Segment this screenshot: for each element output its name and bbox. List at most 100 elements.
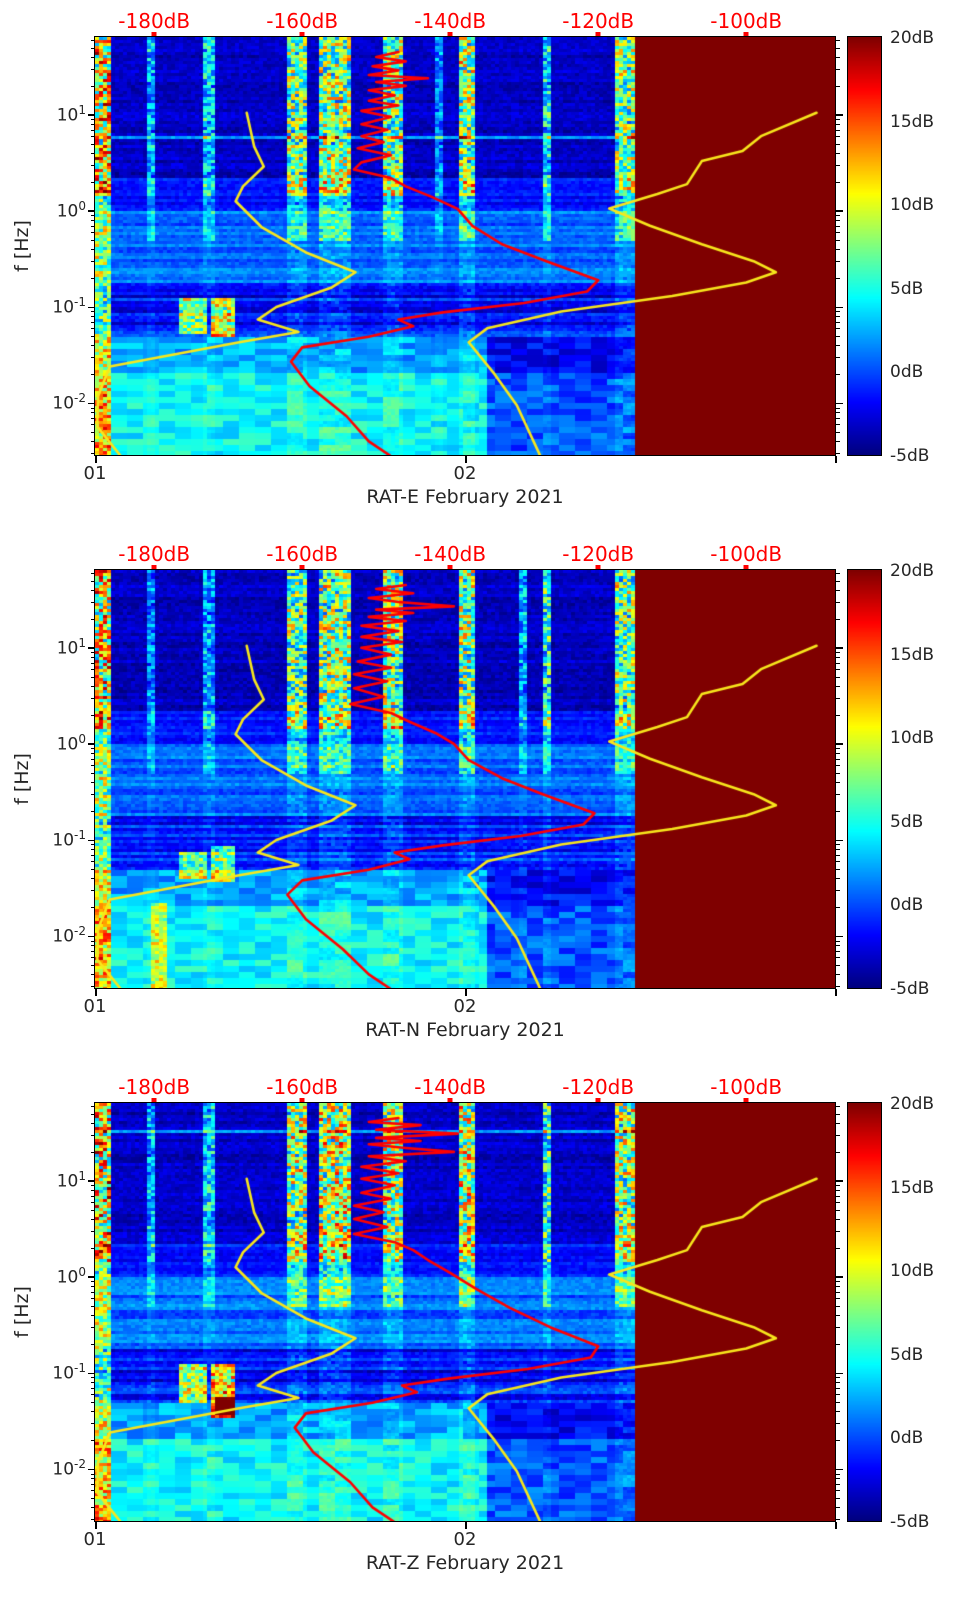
x-tick-label: 02 — [453, 463, 477, 484]
x-tick-label: 01 — [83, 1529, 107, 1550]
y-minor-tick-mark — [836, 165, 840, 167]
y-minor-tick-mark — [836, 1185, 840, 1187]
y-minor-tick-mark — [836, 1291, 840, 1293]
x-tick-mark — [835, 456, 837, 463]
y-minor-tick-mark — [836, 136, 840, 138]
y-minor-tick-mark — [836, 878, 840, 880]
top-axis-tick-label: -100dB — [710, 1075, 783, 1099]
y-minor-tick-mark — [836, 957, 840, 959]
y-minor-tick-mark — [836, 225, 840, 227]
y-tick-mark — [88, 839, 95, 842]
y-minor-tick-mark — [836, 1490, 840, 1492]
y-minor-tick-mark — [836, 1286, 840, 1288]
y-minor-tick-mark — [836, 374, 840, 376]
y-tick-label: 101 — [56, 102, 86, 126]
colorbar-tick-label: 10dB — [890, 728, 935, 749]
y-minor-tick-mark — [836, 453, 840, 455]
y-minor-tick-mark — [836, 1305, 840, 1307]
colorbar-tick-label: -5dB — [890, 446, 930, 466]
y-minor-tick-mark — [836, 1106, 840, 1108]
y-tick-mark — [836, 1180, 843, 1182]
top-axis-tick-label: -140dB — [414, 9, 487, 33]
y-minor-tick-mark — [836, 1327, 840, 1329]
y-minor-tick-mark — [836, 321, 840, 323]
y-minor-tick-mark — [836, 1298, 840, 1300]
colorbar-tick-label: 20dB — [890, 28, 935, 48]
colorbar-tick-label: 5dB — [890, 1344, 924, 1365]
colorbar-canvas — [848, 1103, 881, 1521]
y-tick-mark — [88, 306, 95, 309]
y-minor-tick-mark — [836, 1122, 840, 1124]
y-tick-mark — [88, 402, 95, 405]
colorbar-tick-label: 0dB — [890, 362, 924, 383]
y-minor-tick-mark — [836, 181, 840, 183]
colorbar-tick-label: 20dB — [890, 561, 935, 581]
colorbar-tick-label: -5dB — [890, 979, 930, 999]
y-tick-mark — [836, 402, 843, 405]
colorbar-tick-label: 10dB — [890, 1261, 935, 1282]
y-minor-tick-mark — [836, 1202, 840, 1204]
x-tick-label: 02 — [453, 996, 477, 1017]
top-axis-tick-label: -160dB — [266, 9, 339, 33]
y-minor-tick-mark — [836, 765, 840, 767]
y-minor-tick-mark — [836, 239, 840, 241]
x-tick-mark — [465, 1522, 467, 1529]
y-minor-tick-mark — [836, 345, 840, 347]
y-minor-tick-mark — [836, 1113, 840, 1115]
y-minor-tick-mark — [836, 441, 840, 443]
y-tick-label: 10-1 — [52, 1361, 86, 1384]
y-minor-tick-mark — [836, 143, 840, 145]
x-tick-mark — [835, 1522, 837, 1529]
y-minor-tick-mark — [836, 1151, 840, 1153]
y-minor-tick-mark — [836, 676, 840, 678]
x-tick-mark — [465, 456, 467, 463]
y-minor-tick-mark — [836, 316, 840, 318]
spectrogram-canvas — [95, 570, 835, 988]
y-minor-tick-mark — [836, 618, 840, 620]
y-minor-tick-mark — [836, 40, 840, 42]
y-minor-tick-mark — [836, 1401, 840, 1403]
y-tick-mark — [88, 1372, 95, 1375]
x-tick-mark — [95, 989, 97, 996]
top-axis-tick-label: -160dB — [266, 1075, 339, 1099]
y-minor-tick-mark — [836, 657, 840, 659]
y-axis-label: f [Hz] — [11, 1286, 33, 1338]
y-tick-label: 101 — [56, 635, 86, 659]
y-minor-tick-mark — [836, 758, 840, 760]
y-axis-label: f [Hz] — [11, 753, 33, 805]
y-minor-tick-mark — [836, 85, 840, 87]
x-tick-mark — [835, 989, 837, 996]
y-tick-mark — [836, 935, 843, 938]
y-minor-tick-mark — [836, 1344, 840, 1346]
y-tick-label: 100 — [56, 198, 86, 222]
y-tick-label: 101 — [56, 1168, 86, 1192]
y-minor-tick-mark — [836, 940, 840, 942]
x-tick-label: 01 — [83, 463, 107, 484]
y-minor-tick-mark — [836, 278, 840, 280]
top-db-axis: -180dB -160dB -140dB -120dB -100dB — [95, 0, 835, 40]
top-axis-tick-label: -140dB — [414, 542, 487, 566]
y-minor-tick-mark — [836, 1209, 840, 1211]
top-axis-tick-label: -120dB — [562, 1075, 635, 1099]
top-axis-tick-label: -100dB — [710, 9, 783, 33]
top-axis-tick-label: -140dB — [414, 1075, 487, 1099]
y-minor-tick-mark — [836, 868, 840, 870]
colorbar-tick-label: 5dB — [890, 811, 924, 832]
y-tick-mark — [836, 839, 843, 842]
x-tick-label: 01 — [83, 996, 107, 1017]
colorbar-canvas — [848, 37, 881, 455]
y-minor-tick-mark — [836, 907, 840, 909]
y-minor-tick-mark — [836, 849, 840, 851]
y-minor-tick-mark — [836, 1483, 840, 1485]
y-tick-label: 100 — [56, 731, 86, 755]
y-minor-tick-mark — [836, 854, 840, 856]
top-db-axis: -180dB -160dB -140dB -120dB -100dB — [95, 1066, 835, 1106]
y-minor-tick-mark — [836, 844, 840, 846]
colorbar-tick-label: -5dB — [890, 1512, 930, 1532]
y-minor-tick-mark — [836, 68, 840, 70]
colorbar-tick-label: 5dB — [890, 278, 924, 299]
y-minor-tick-mark — [836, 794, 840, 796]
y-minor-tick-mark — [836, 861, 840, 863]
y-minor-tick-mark — [836, 589, 840, 591]
panel-title: RAT-N February 2021 — [365, 1019, 565, 1041]
